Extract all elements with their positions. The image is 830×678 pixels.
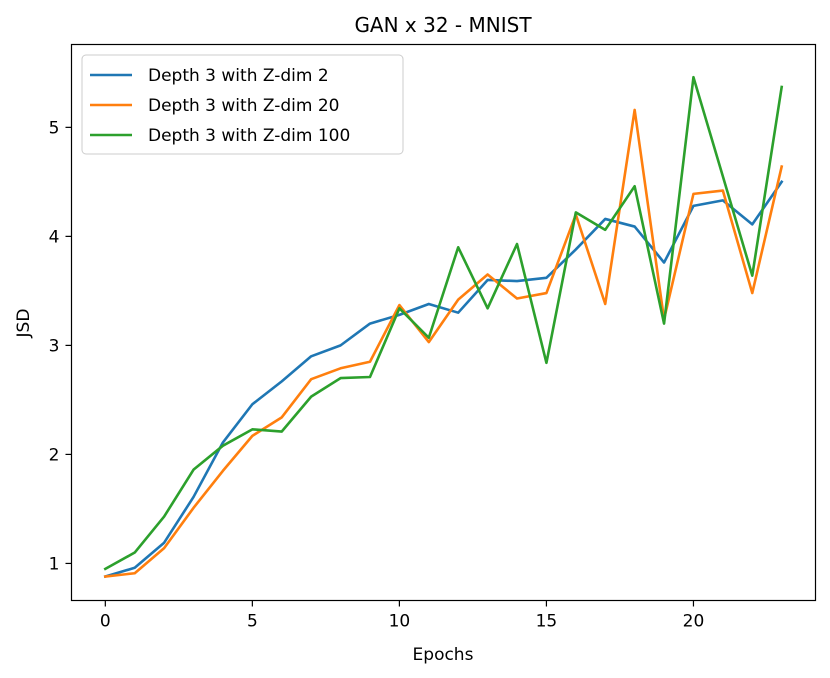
y-tick-label: 4 (49, 227, 60, 247)
x-tick-label: 10 (389, 612, 411, 632)
legend: Depth 3 with Z-dim 2 Depth 3 with Z-dim 2… (81, 54, 404, 155)
legend-label-3: Depth 3 with Z-dim 100 (148, 126, 350, 146)
x-tick-label: 5 (247, 612, 258, 632)
legend-box (81, 54, 404, 155)
x-axis-ticks: 0 5 10 15 20 (100, 600, 705, 632)
x-tick-label: 15 (536, 612, 558, 632)
chart-title: GAN x 32 - MNIST (354, 13, 532, 37)
y-tick-label: 3 (49, 336, 60, 356)
series-layer (103, 75, 784, 579)
x-tick-label: 0 (100, 612, 111, 632)
y-tick-label: 2 (49, 445, 60, 465)
legend-label-1: Depth 3 with Z-dim 2 (148, 66, 329, 86)
legend-label-2: Depth 3 with Z-dim 20 (148, 96, 339, 116)
series-line-3 (103, 75, 784, 571)
plot-area-frame (70, 43, 817, 602)
y-axis-label: JSD (14, 309, 34, 339)
y-tick-label: 5 (49, 118, 60, 138)
x-tick-label: 20 (683, 612, 705, 632)
x-axis-label: Epochs (413, 645, 474, 665)
y-axis-ticks: 1 2 3 4 5 (49, 118, 72, 574)
y-tick-label: 1 (49, 554, 60, 574)
series-line-2 (103, 108, 784, 578)
series-line-1 (103, 180, 784, 579)
